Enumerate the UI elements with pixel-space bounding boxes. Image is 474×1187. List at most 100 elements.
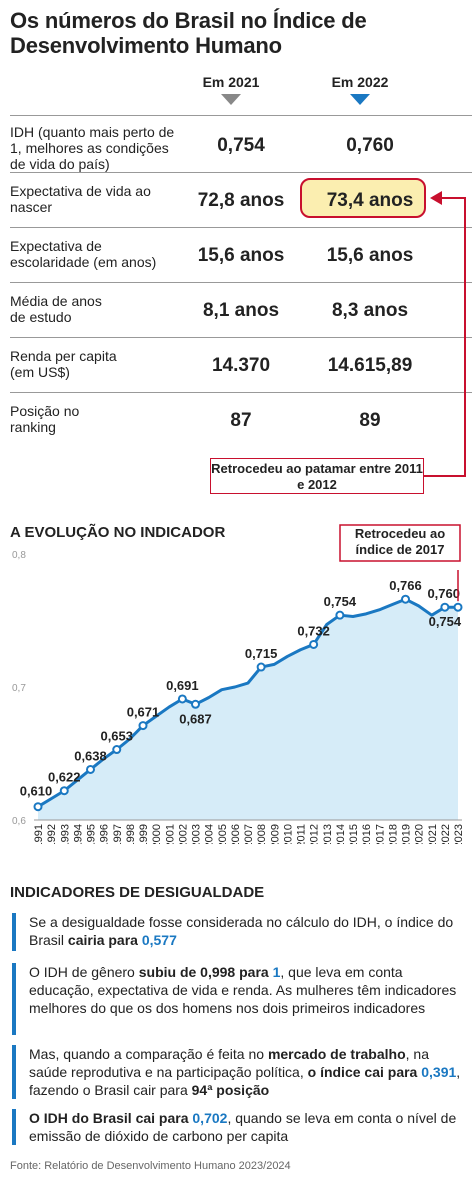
- data-point: [112, 745, 122, 755]
- x-tick-label: 1994: [72, 824, 84, 844]
- arrow-down-icon: [221, 94, 241, 105]
- bullet-text: Mas, quando a comparação é feita no: [29, 1046, 268, 1062]
- row-label: Renda per capita (em US$): [10, 348, 117, 380]
- x-tick-label: 1995: [86, 824, 98, 844]
- table-row: Renda per capita (em US$) 14.370 14.615,…: [10, 337, 472, 392]
- data-point: [191, 699, 200, 709]
- data-label: 0,754: [429, 614, 462, 629]
- data-label: 0,691: [166, 678, 199, 693]
- callout-text: Retrocedeu ao: [355, 526, 445, 541]
- data-label: 0,715: [245, 646, 278, 661]
- table-row: Expectativa de vida ao nascer 72,8 anos …: [10, 172, 472, 227]
- bullet-text: cairia para: [67, 932, 142, 948]
- value-2022: 89: [359, 410, 381, 431]
- table-row: Expectativa de escolaridade (em anos) 15…: [10, 227, 472, 282]
- inequality-bullet: O IDH do Brasil cai para 0,702, quando s…: [12, 1109, 468, 1145]
- x-tick-label: 2009: [269, 824, 281, 844]
- data-label: 0,638: [74, 748, 107, 763]
- chart-section-title: A EVOLUÇÃO NO INDICADOR: [10, 524, 226, 541]
- bullet-text: subiu de 0,998 para: [138, 964, 273, 980]
- data-point: [309, 639, 319, 649]
- data-point: [177, 694, 187, 704]
- x-tick-label: 1998: [125, 824, 137, 844]
- arrow-down-icon: [350, 94, 370, 105]
- inequality-bullet: Se a desigualdade fosse considerada no c…: [12, 913, 468, 951]
- value-2021: 0,754: [217, 135, 265, 156]
- bullet-text: , quando se leva em conta o nível de emi…: [29, 1110, 457, 1144]
- x-tick-label: 2019: [401, 824, 413, 844]
- data-point: [138, 721, 148, 731]
- y-tick-label: 0,6: [12, 816, 26, 827]
- x-tick-label: 1997: [112, 824, 124, 844]
- data-point: [453, 602, 463, 612]
- bullet-text: mercado de trabalho: [267, 1046, 406, 1062]
- x-tick-label: 2016: [361, 824, 373, 844]
- table-row: IDH (quanto mais perto de 1, melhores as…: [10, 115, 472, 172]
- bullet-text: 94ª posição: [191, 1082, 270, 1098]
- x-tick-label: 2002: [177, 824, 189, 844]
- row-label: IDH (quanto mais perto de 1, melhores as…: [10, 124, 175, 172]
- x-tick-label: 2018: [387, 824, 399, 844]
- y-tick-label: 0,8: [12, 550, 26, 561]
- data-label: 0,671: [127, 705, 160, 720]
- data-label: 0,732: [297, 623, 330, 638]
- data-point: [59, 786, 69, 796]
- callout-text: índice de 2017: [356, 542, 445, 557]
- x-tick-label: 2020: [414, 824, 426, 844]
- data-point: [33, 802, 43, 812]
- data-point: [401, 594, 410, 604]
- x-tick-label: 2000: [151, 824, 163, 844]
- column-header-2021: Em 2021: [202, 74, 260, 90]
- bullet-text: 0,577: [141, 932, 177, 948]
- data-point: [440, 602, 450, 612]
- value-2022: 0,760: [346, 135, 394, 156]
- value-2021: 87: [230, 410, 252, 431]
- x-tick-label: 2014: [335, 824, 347, 844]
- bullet-text: , fazendo o Brasil cair para: [29, 1064, 461, 1098]
- connector-arrow: [424, 191, 466, 477]
- value-2022: 15,6 anos: [326, 245, 414, 266]
- row-label: Expectativa de escolaridade (em anos): [10, 238, 157, 270]
- bullet-text: o índice cai para: [307, 1064, 422, 1080]
- bullet-text: , na saúde reprodutiva e na participação…: [29, 1046, 429, 1080]
- x-tick-label: 2003: [191, 824, 203, 844]
- x-tick-label: 1996: [99, 824, 111, 844]
- x-tick-label: 2004: [204, 824, 216, 844]
- x-tick-label: 2017: [374, 824, 386, 844]
- value-2021: 15,6 anos: [197, 245, 285, 266]
- bullet-text: , que leva em conta educação, expectativ…: [29, 964, 457, 1016]
- column-header-2022: Em 2022: [331, 74, 389, 90]
- x-tick-label: 1999: [138, 824, 150, 844]
- data-label: 0,610: [20, 784, 53, 799]
- value-2022: 8,3 anos: [331, 300, 409, 321]
- row-label: Média de anos de estudo: [10, 293, 102, 325]
- x-tick-label: 2012: [309, 824, 321, 844]
- x-tick-label: 2011: [296, 824, 308, 844]
- bullet-text: 0,702: [192, 1110, 228, 1126]
- x-tick-label: 2015: [348, 824, 360, 844]
- y-tick-label: 0,7: [12, 683, 26, 694]
- x-tick-label: 2010: [282, 824, 294, 844]
- inequality-section-title: INDICADORES DE DESIGUALDADE: [10, 884, 265, 901]
- note-box: Retrocedeu ao patamar entre 2011 e 2012: [210, 458, 424, 494]
- page-title: Os números do Brasil no Índice de Desenv…: [10, 8, 367, 58]
- data-label: 0,754: [324, 594, 357, 609]
- bullet-text: 1: [272, 964, 281, 980]
- series-line: [37, 597, 458, 808]
- bullet-text: 0,391: [421, 1064, 457, 1080]
- x-tick-label: 2007: [243, 824, 255, 844]
- value-2021: 14.370: [211, 355, 271, 376]
- bullet-text: Se a desigualdade fosse considerada no c…: [29, 914, 454, 948]
- table-row: Média de anos de estudo 8,1 anos 8,3 ano…: [10, 282, 472, 337]
- x-tick-label: 2008: [256, 824, 268, 844]
- x-tick-label: 2013: [322, 824, 334, 844]
- row-label: Expectativa de vida ao nascer: [10, 183, 151, 215]
- data-point: [256, 662, 266, 672]
- arrow-left-icon: [430, 191, 442, 205]
- inequality-bullet: Mas, quando a comparação é feita no merc…: [12, 1045, 468, 1099]
- area-fill: [38, 599, 458, 820]
- data-label: 0,622: [48, 770, 81, 785]
- x-tick-label: 2022: [440, 824, 452, 844]
- bullet-text: O IDH do Brasil cai para: [29, 1110, 193, 1126]
